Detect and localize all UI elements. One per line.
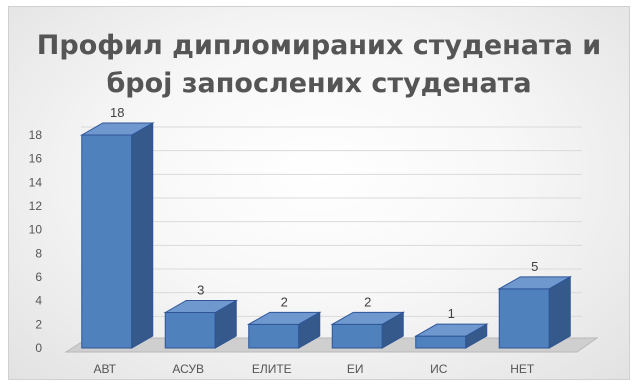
y-tick-label: 6: [35, 270, 42, 284]
category-label-ЕИ: ЕИ: [347, 362, 364, 376]
chart-title: Профил дипломираних студената и број зап…: [9, 27, 629, 103]
y-tick-label: 4: [35, 294, 42, 308]
y-tick-label: 14: [29, 175, 43, 189]
y-tick-label: 10: [29, 223, 43, 237]
y-tick-label: 16: [29, 152, 43, 166]
bar-front: [331, 323, 383, 349]
category-label-АСУВ: АСУВ: [172, 362, 204, 376]
y-tick-label: 12: [29, 199, 43, 213]
bar-top: [246, 311, 322, 325]
x-axis-categories: АВТ АСУВ ЕЛИТЕ ЕИ ИС НЕТ: [93, 362, 534, 376]
y-axis-ticks: 0 2 4 6 8 10 12 14 16 18: [29, 128, 43, 355]
data-label-ЕИ: 2: [364, 294, 371, 309]
category-label-ИС: ИС: [430, 362, 448, 376]
bar-ИС: [413, 323, 489, 349]
category-label-ЕЛИТЕ: ЕЛИТЕ: [252, 362, 292, 376]
chart-title-line-2: број запослених студената: [106, 68, 532, 99]
bar-top: [497, 276, 573, 290]
data-label-НЕТ: 5: [531, 259, 538, 274]
bar-front: [415, 335, 467, 349]
y-tick-label: 0: [35, 341, 42, 355]
bars: [79, 122, 573, 349]
bar-top: [413, 323, 489, 337]
data-labels: 18 3 2 2 1 5: [110, 105, 538, 321]
bar-АСУВ: [163, 299, 239, 349]
data-label-АСУВ: 3: [197, 283, 204, 298]
bar-top: [163, 300, 239, 313]
bar-front: [498, 288, 550, 349]
bar-side: [131, 122, 154, 349]
category-label-НЕТ: НЕТ: [510, 362, 535, 376]
bar-ЕЛИТЕ: [246, 311, 322, 349]
bar-ЕИ: [330, 311, 406, 349]
y-tick-label: 8: [35, 246, 42, 260]
bar-АВТ: [79, 122, 155, 349]
bar-top: [330, 311, 406, 325]
y-tick-label: 2: [35, 317, 42, 331]
chart-plot: 0 2 4 6 8 10 12 14 16 18 18 3 2 2 1 5 АВТ АСУВ ЕЛИТЕ ЕИ ИС…: [29, 105, 599, 376]
bar-front: [164, 312, 216, 349]
bar-front: [248, 323, 300, 349]
y-tick-label: 18: [29, 128, 43, 142]
data-label-ЕЛИТЕ: 2: [281, 294, 288, 309]
chart-title-line-1: Профил дипломираних студената и: [36, 30, 602, 61]
data-label-ИС: 1: [448, 306, 455, 321]
data-label-АВТ: 18: [110, 105, 124, 120]
gridlines: [81, 126, 582, 317]
bar-front: [81, 134, 133, 349]
bar-НЕТ: [497, 275, 573, 349]
chart-area: Профил дипломираних студената и број зап…: [8, 6, 630, 380]
bar-top: [79, 122, 155, 136]
category-label-АВТ: АВТ: [93, 362, 116, 376]
